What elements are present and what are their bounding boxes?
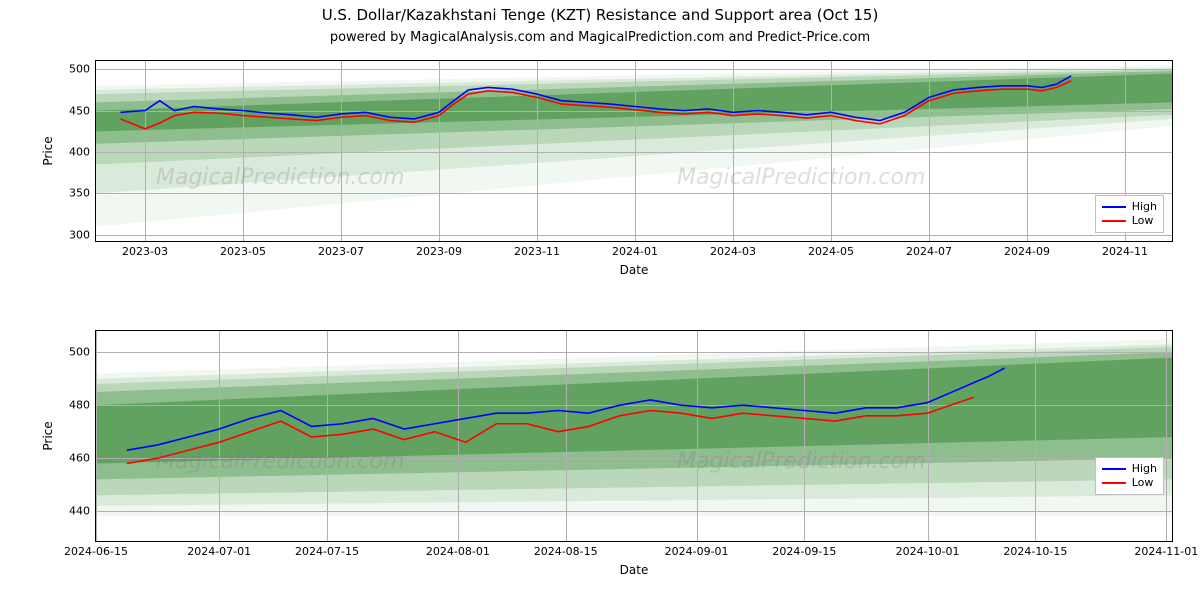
top-chart: MagicalPrediction.com MagicalPrediction.… bbox=[95, 60, 1173, 242]
bottom-chart-lines bbox=[96, 331, 1172, 541]
xtick-label: 2024-11 bbox=[1102, 245, 1148, 258]
top-chart-legend: High Low bbox=[1095, 195, 1164, 233]
ytick-label: 300 bbox=[69, 228, 90, 241]
ytick-label: 450 bbox=[69, 104, 90, 117]
bottom-chart-xlabel: Date bbox=[620, 563, 649, 577]
ytick-label: 350 bbox=[69, 187, 90, 200]
top-chart-lines bbox=[96, 61, 1172, 241]
xtick-label: 2024-07-01 bbox=[187, 545, 251, 558]
top-chart-ylabel: Price bbox=[41, 136, 55, 165]
xtick-label: 2024-08-15 bbox=[534, 545, 598, 558]
legend-line-low bbox=[1102, 220, 1126, 222]
xtick-label: 2023-03 bbox=[122, 245, 168, 258]
legend-line-high bbox=[1102, 206, 1126, 208]
xtick-label: 2024-03 bbox=[710, 245, 756, 258]
ytick-label: 400 bbox=[69, 146, 90, 159]
xtick-label: 2024-09-01 bbox=[665, 545, 729, 558]
ytick-label: 500 bbox=[69, 346, 90, 359]
xtick-label: 2024-05 bbox=[808, 245, 854, 258]
legend-line-low bbox=[1102, 482, 1126, 484]
xtick-label: 2023-05 bbox=[220, 245, 266, 258]
xtick-label: 2024-09 bbox=[1004, 245, 1050, 258]
xtick-label: 2024-07-15 bbox=[295, 545, 359, 558]
legend-label-high: High bbox=[1132, 200, 1157, 214]
bottom-chart: MagicalPrediction.com MagicalPrediction.… bbox=[95, 330, 1173, 542]
legend-item-high: High bbox=[1102, 462, 1157, 476]
xtick-label: 2024-06-15 bbox=[64, 545, 128, 558]
legend-label-high: High bbox=[1132, 462, 1157, 476]
xtick-label: 2024-10-01 bbox=[896, 545, 960, 558]
legend-item-low: Low bbox=[1102, 476, 1157, 490]
legend-item-high: High bbox=[1102, 200, 1157, 214]
ytick-label: 480 bbox=[69, 399, 90, 412]
ytick-label: 500 bbox=[69, 63, 90, 76]
xtick-label: 2023-11 bbox=[514, 245, 560, 258]
legend-line-high bbox=[1102, 468, 1126, 470]
xtick-label: 2024-11-01 bbox=[1134, 545, 1198, 558]
xtick-label: 2023-09 bbox=[416, 245, 462, 258]
xtick-label: 2024-09-15 bbox=[772, 545, 836, 558]
top-chart-plot: MagicalPrediction.com MagicalPrediction.… bbox=[96, 61, 1172, 241]
bottom-chart-ylabel: Price bbox=[41, 421, 55, 450]
xtick-label: 2024-01 bbox=[612, 245, 658, 258]
xtick-label: 2024-10-15 bbox=[1003, 545, 1067, 558]
legend-label-low: Low bbox=[1132, 214, 1154, 228]
legend-item-low: Low bbox=[1102, 214, 1157, 228]
xtick-label: 2023-07 bbox=[318, 245, 364, 258]
top-chart-xlabel: Date bbox=[620, 263, 649, 277]
ytick-label: 440 bbox=[69, 505, 90, 518]
xtick-label: 2024-07 bbox=[906, 245, 952, 258]
chart-title: U.S. Dollar/Kazakhstani Tenge (KZT) Resi… bbox=[0, 6, 1200, 24]
legend-label-low: Low bbox=[1132, 476, 1154, 490]
xtick-label: 2024-08-01 bbox=[426, 545, 490, 558]
page: U.S. Dollar/Kazakhstani Tenge (KZT) Resi… bbox=[0, 0, 1200, 600]
bottom-chart-plot: MagicalPrediction.com MagicalPrediction.… bbox=[96, 331, 1172, 541]
bottom-chart-legend: High Low bbox=[1095, 457, 1164, 495]
ytick-label: 460 bbox=[69, 452, 90, 465]
chart-subtitle: powered by MagicalAnalysis.com and Magic… bbox=[0, 30, 1200, 45]
